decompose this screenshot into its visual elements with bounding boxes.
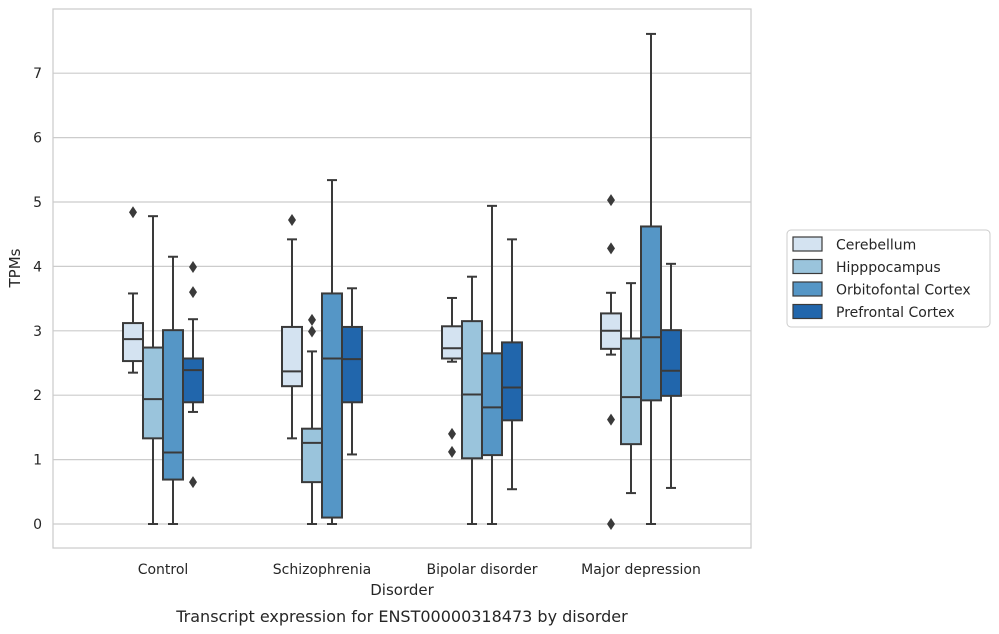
outlier-point	[607, 413, 615, 426]
box-iqr	[341, 325, 363, 404]
box-iqr	[501, 341, 523, 422]
legend-label: Hipppocampus	[836, 260, 941, 276]
box-orbitofontal-cortex	[162, 255, 184, 525]
box-iqr	[441, 325, 463, 360]
x-axis-label: Disorder	[370, 581, 434, 599]
x-tick-label: Schizophrenia	[273, 562, 371, 578]
box-cerebellum	[281, 214, 303, 440]
y-tick-label: 7	[33, 66, 42, 82]
y-tick-label: 0	[33, 517, 42, 533]
outlier-point	[308, 313, 316, 326]
legend-swatch	[792, 281, 823, 297]
box-prefrontal-cortex	[182, 261, 204, 489]
outlier-point	[448, 445, 456, 458]
y-tick-label: 1	[33, 453, 42, 469]
x-tick-label: Major depression	[581, 562, 701, 578]
box-orbitofontal-cortex	[321, 179, 343, 525]
box-iqr	[321, 292, 343, 519]
box-iqr	[122, 322, 144, 363]
box-iqr	[640, 225, 662, 402]
outlier-point	[448, 427, 456, 440]
box-orbitofontal-cortex	[640, 32, 662, 525]
box-iqr	[182, 357, 204, 404]
y-tick-labels: 0 1 2 3 4 5 6 7	[33, 66, 42, 533]
box-cerebellum	[600, 194, 622, 530]
x-tick-label: Control	[138, 562, 189, 578]
y-tick-label: 5	[33, 195, 42, 211]
x-tick-labels: Control Schizophrenia Bipolar disorder Majo…	[138, 562, 701, 578]
legend-label: Cerebellum	[836, 238, 916, 254]
outlier-point	[607, 194, 615, 207]
outlier-point	[308, 325, 316, 338]
box-iqr	[142, 346, 164, 440]
outlier-point	[129, 206, 137, 219]
box-iqr	[301, 427, 323, 484]
x-tick-label: Bipolar disorder	[426, 562, 537, 578]
box-iqr	[461, 320, 483, 460]
box-hipppocampus	[461, 275, 483, 525]
outlier-point	[288, 214, 296, 227]
box-orbitofontal-cortex	[481, 204, 503, 525]
outlier-point	[607, 242, 615, 255]
legend-label: Orbitofontal Cortex	[836, 283, 971, 299]
box-hipppocampus	[142, 215, 164, 525]
box-iqr	[162, 329, 184, 481]
y-tick-label: 6	[33, 131, 42, 147]
box-hipppocampus	[301, 313, 323, 525]
y-axis-label: TPMs	[6, 248, 24, 288]
box-cerebellum	[122, 206, 144, 374]
y-tick-label: 4	[33, 259, 42, 275]
plot-frame	[52, 8, 752, 549]
outlier-point	[189, 261, 197, 274]
box-prefrontal-cortex	[341, 287, 363, 456]
legend-swatch	[792, 236, 823, 252]
box-cerebellum	[441, 296, 463, 458]
outlier-point	[189, 476, 197, 489]
legend: Cerebellum Hipppocampus Orbitofontal Corte…	[786, 229, 991, 328]
box-iqr	[620, 337, 642, 446]
legend-frame	[786, 229, 991, 328]
box-prefrontal-cortex	[660, 262, 682, 489]
boxes	[122, 32, 682, 530]
y-tick-label: 2	[33, 388, 42, 404]
legend-swatch	[792, 303, 823, 320]
outlier-point	[189, 286, 197, 299]
chart-caption: Transcript expression for ENST0000031847…	[175, 607, 628, 626]
legend-swatch	[792, 258, 823, 275]
box-hipppocampus	[620, 282, 642, 495]
box-iqr	[660, 329, 682, 397]
y-tick-label: 3	[33, 324, 42, 340]
box-iqr	[481, 352, 503, 457]
legend-label: Prefrontal Cortex	[836, 305, 955, 321]
outlier-point	[607, 518, 615, 530]
box-prefrontal-cortex	[501, 238, 523, 491]
box-iqr	[281, 325, 303, 388]
